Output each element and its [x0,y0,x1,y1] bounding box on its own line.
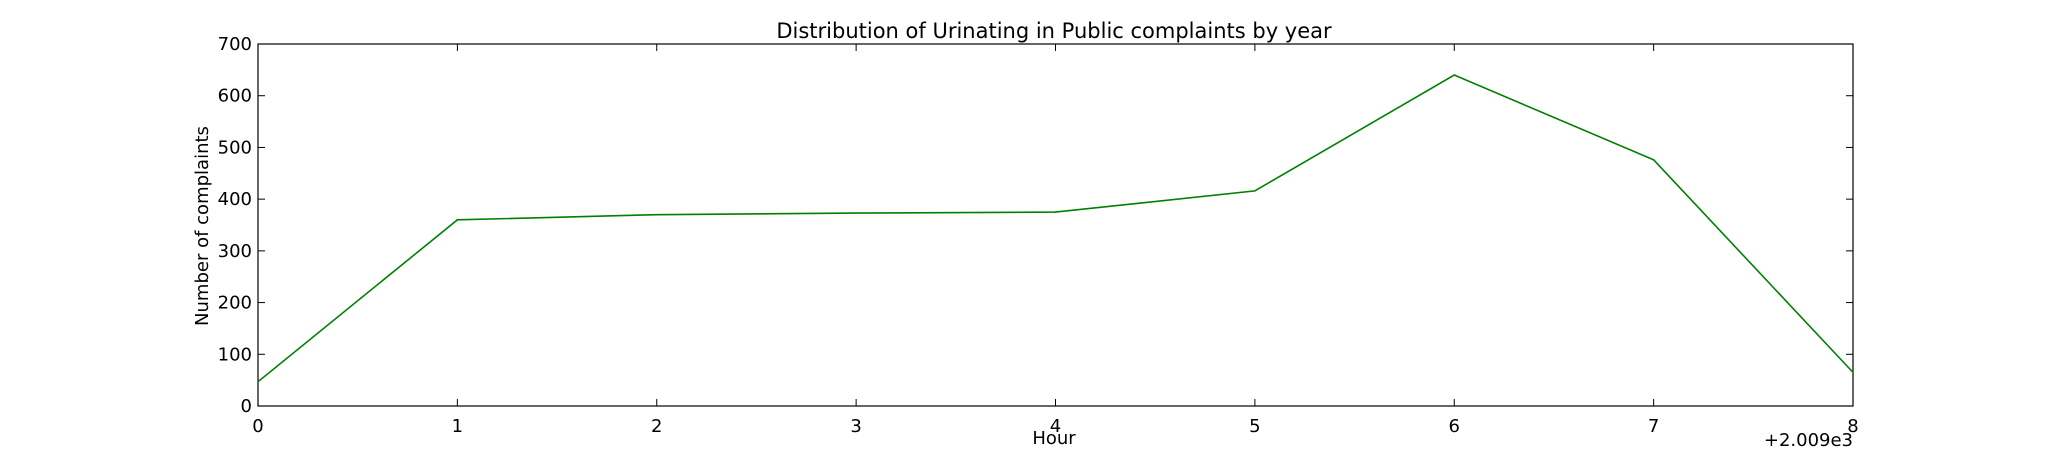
x-tick-label: 6 [1449,416,1460,437]
y-tick-label: 400 [218,189,252,210]
y-tick-label: 500 [218,137,252,158]
x-axis-offset-label: +2.009e3 [1764,430,1853,450]
y-tick-label: 600 [218,86,252,107]
x-tick-label: 7 [1648,416,1659,437]
data-point [1852,371,1854,374]
data-point [1652,159,1655,161]
y-axis-label: Number of complaints [192,126,213,326]
x-tick-label: 5 [1249,416,1260,437]
data-point [1054,211,1057,213]
data-point [855,212,857,214]
data-point [456,219,459,221]
data-point [1254,190,1256,192]
data-point [257,380,259,383]
series-line [257,74,1854,383]
data-point [1453,74,1456,76]
data-point [655,213,658,216]
x-tick-label: 1 [452,416,463,437]
y-tick-label: 700 [218,34,252,55]
x-tick-label: 4 [1050,416,1061,437]
x-tick-label: 8 [1847,416,1858,437]
x-tick-label: 2 [651,416,662,437]
y-tick-label: 300 [218,241,252,262]
x-axis-label: Hour [1032,428,1076,449]
y-tick-label: 0 [241,396,252,417]
y-tick-label: 200 [218,293,252,314]
x-tick-label: 0 [252,416,263,437]
chart-title: Distribution of Urinating in Public comp… [776,19,1332,43]
y-tick-label: 100 [218,344,252,365]
plot-frame [257,43,1854,407]
x-tick-label: 3 [850,416,861,437]
